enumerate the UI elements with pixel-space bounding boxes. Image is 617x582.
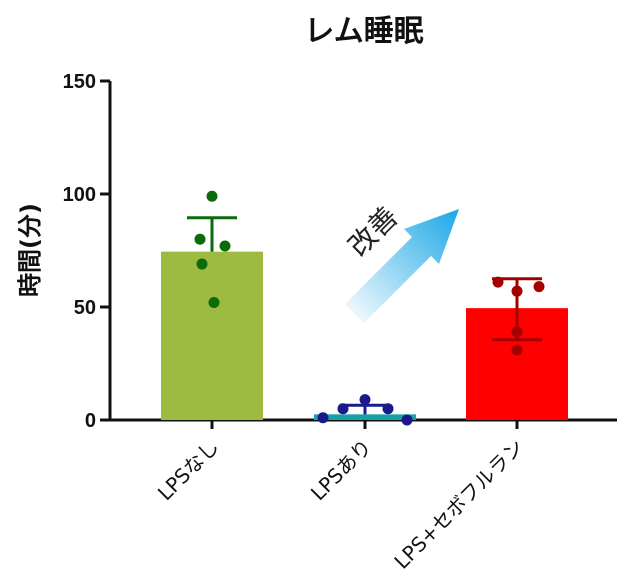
data-point [359, 394, 371, 406]
data-point [511, 285, 523, 297]
data-point [194, 233, 206, 245]
bar-2 [314, 414, 416, 420]
data-point [382, 403, 394, 415]
bars [161, 251, 568, 420]
y-tick-label: 150 [63, 71, 96, 93]
data-points [194, 190, 545, 426]
bar-1 [161, 251, 263, 420]
data-point [511, 344, 523, 356]
data-point [401, 414, 413, 426]
category-label: LPSあり [306, 435, 377, 506]
category-label: LPS+セボフルラン [389, 435, 528, 574]
improvement-annotation: 改善 [342, 200, 405, 263]
category-label: LPSなし [153, 435, 224, 506]
data-point [317, 412, 329, 424]
data-point [206, 190, 218, 202]
data-point [219, 240, 231, 252]
chart-title: レム睡眠 [304, 14, 423, 49]
improvement-arrow [345, 209, 459, 323]
y-tick-label: 100 [63, 184, 96, 206]
category-labels: LPSなし LPSあり LPS+セボフルラン [153, 435, 529, 574]
y-axis-label: 時間(分) [16, 203, 44, 297]
data-point [492, 276, 504, 288]
data-point [511, 326, 523, 338]
y-tick-label: 0 [85, 410, 96, 432]
data-point [208, 296, 220, 308]
data-point [196, 258, 208, 270]
y-tick-label: 50 [74, 297, 96, 319]
data-point [533, 281, 545, 293]
data-point [337, 403, 349, 415]
